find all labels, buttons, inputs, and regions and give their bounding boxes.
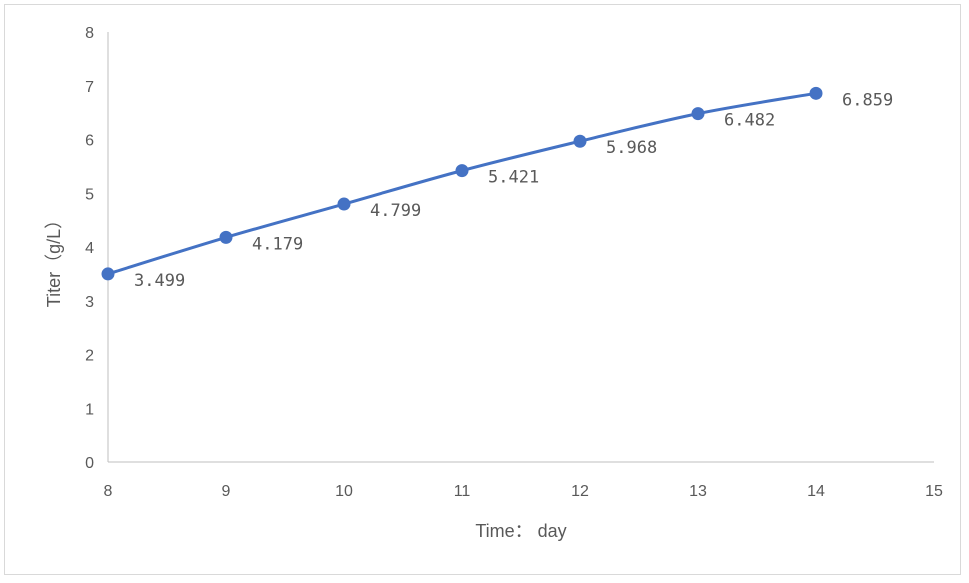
x-tick-label: 10 xyxy=(335,483,353,500)
x-tick-labels: 8 9 10 11 12 13 14 15 xyxy=(104,483,943,500)
x-axis-title: Time： day xyxy=(475,521,566,541)
chart-frame xyxy=(4,4,961,575)
y-tick-label: 2 xyxy=(85,348,94,365)
x-tick-label: 12 xyxy=(571,483,589,500)
y-tick-label: 0 xyxy=(85,455,94,472)
data-point xyxy=(809,86,823,100)
x-tick-label: 14 xyxy=(807,483,825,500)
y-tick-label: 3 xyxy=(85,294,94,311)
data-label: 6.482 xyxy=(724,111,775,131)
data-label: 5.968 xyxy=(606,138,657,158)
data-point xyxy=(101,267,115,281)
y-axis-title: Titer（g/L） xyxy=(44,211,64,307)
y-tick-labels: 0 1 2 3 4 5 6 7 8 xyxy=(85,25,94,472)
data-label: 4.799 xyxy=(370,201,421,221)
data-point xyxy=(455,164,469,178)
x-tick-label: 15 xyxy=(925,483,943,500)
y-tick-label: 6 xyxy=(85,133,94,150)
data-label: 4.179 xyxy=(252,234,303,254)
y-tick-label: 5 xyxy=(85,186,94,203)
axes xyxy=(107,32,934,463)
y-tick-label: 8 xyxy=(85,25,94,42)
data-label: 3.499 xyxy=(134,271,185,291)
x-tick-label: 11 xyxy=(454,483,471,500)
data-point xyxy=(573,134,587,148)
series-line xyxy=(107,91,817,276)
y-tick-label: 4 xyxy=(85,240,94,257)
y-tick-label: 1 xyxy=(85,401,94,418)
x-tick-label: 13 xyxy=(689,483,707,500)
data-label: 5.421 xyxy=(488,168,539,188)
data-point xyxy=(337,197,351,211)
series: 3.499 4.179 4.799 5.421 5.968 6.482 6.859 xyxy=(101,86,893,291)
y-tick-label: 7 xyxy=(85,79,94,96)
data-label: 6.859 xyxy=(842,90,893,110)
data-point xyxy=(219,230,233,244)
x-tick-label: 8 xyxy=(104,483,113,500)
data-point xyxy=(691,107,705,121)
x-tick-label: 9 xyxy=(222,483,231,500)
